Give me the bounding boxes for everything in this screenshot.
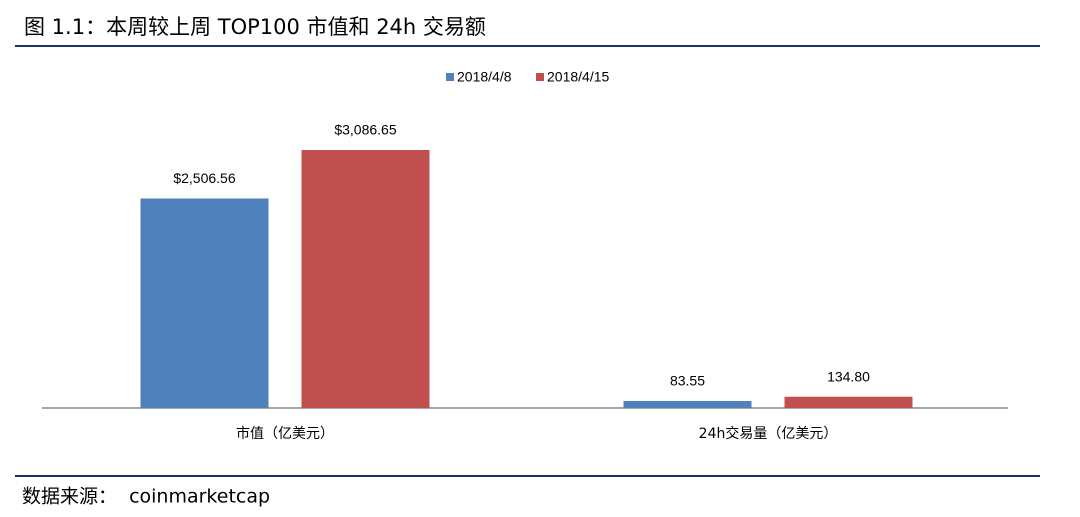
value-label: $3,086.65 — [334, 122, 396, 138]
bar — [623, 401, 752, 408]
bar — [301, 150, 430, 408]
bar — [140, 198, 269, 408]
source: 数据来源： coinmarketcap — [22, 486, 270, 508]
value-label: 134.80 — [827, 368, 870, 384]
x-tick-label: 24h交易量（亿美元） — [699, 425, 838, 442]
x-tick-label: 市值（亿美元） — [236, 425, 334, 442]
legend-label: 2018/4/15 — [547, 69, 609, 85]
legend-swatch — [446, 73, 454, 81]
legend-label: 2018/4/8 — [457, 69, 512, 85]
title: 图 1.1：本周较上周 TOP100 市值和 24h 交易额 — [24, 15, 486, 39]
bar — [784, 396, 913, 408]
value-label: $2,506.56 — [173, 170, 235, 186]
value-label: 83.55 — [670, 373, 705, 389]
legend-swatch — [536, 73, 544, 81]
